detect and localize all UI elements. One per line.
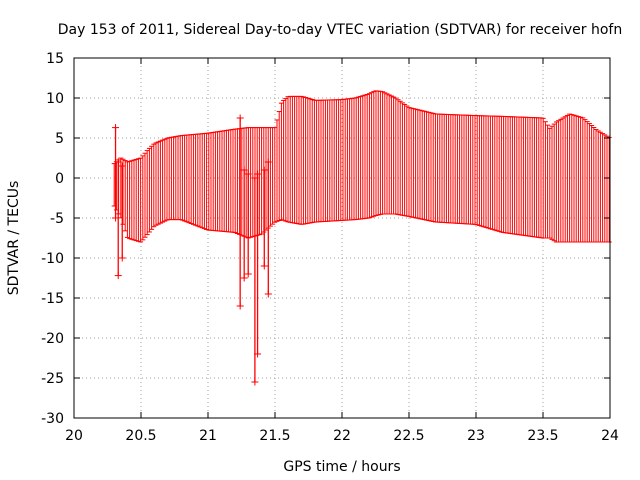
grid-layer (74, 58, 610, 418)
x-tick-label: 24 (601, 428, 619, 444)
y-tick-label: -10 (41, 251, 64, 267)
y-tick-label: -20 (41, 331, 64, 347)
y-tick-label: 5 (55, 131, 64, 147)
y-tick-label: 0 (55, 171, 64, 187)
x-tick-label: 22 (333, 428, 351, 444)
data-layer (111, 90, 612, 386)
x-tick-label: 23 (467, 428, 485, 444)
x-tick-label: 20.5 (125, 428, 156, 444)
x-tick-label: 23.5 (527, 428, 558, 444)
y-tick-label: 15 (46, 51, 64, 67)
y-axis-label: SDTVAR / TECUs (6, 181, 22, 296)
y-tick-label: 10 (46, 91, 64, 107)
y-tick-label: -15 (41, 291, 64, 307)
axis-layer: 20 20.5 21 21.5 22 22.5 23 23.5 24 15 10 5 0 -5 -10 -15… (41, 51, 619, 444)
chart-title: Day 153 of 2011, Sidereal Day-to-day VTE… (58, 22, 622, 38)
y-tick-label: -5 (50, 211, 64, 227)
x-tick-label: 20 (65, 428, 83, 444)
x-tick-label: 21 (199, 428, 217, 444)
y-tick-label: -25 (41, 371, 64, 387)
x-tick-label: 21.5 (259, 428, 290, 444)
x-axis-label: GPS time / hours (283, 459, 400, 475)
y-tick-label: -30 (41, 411, 64, 427)
x-tick-label: 22.5 (393, 428, 424, 444)
